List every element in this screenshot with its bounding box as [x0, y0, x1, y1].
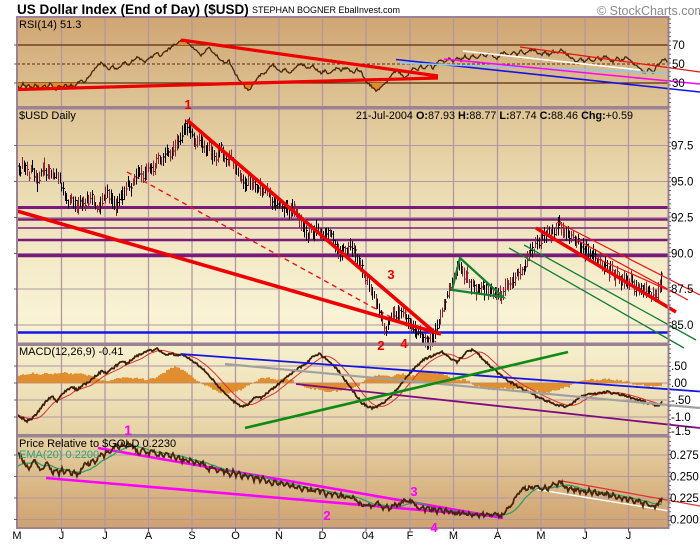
svg-text:92.5: 92.5	[671, 213, 693, 225]
svg-text:97.5: 97.5	[671, 141, 693, 153]
svg-text:3: 3	[410, 484, 417, 499]
svg-text:0.275: 0.275	[670, 450, 699, 462]
svg-text:J: J	[582, 530, 588, 542]
svg-text:-1.0: -1.0	[671, 412, 691, 424]
svg-text:0.225: 0.225	[670, 493, 699, 505]
svg-text:A: A	[494, 530, 502, 542]
svg-text:87.5: 87.5	[671, 284, 693, 296]
svg-text:30: 30	[672, 78, 685, 90]
svg-text:$USD Daily: $USD Daily	[19, 110, 76, 122]
svg-text:J: J	[102, 530, 108, 542]
svg-text:F: F	[407, 530, 414, 542]
svg-text:95.0: 95.0	[671, 177, 693, 189]
svg-text:50: 50	[672, 59, 685, 71]
svg-text:N: N	[275, 530, 283, 542]
svg-text:RSI(14) 51.3: RSI(14) 51.3	[19, 19, 81, 31]
svg-text:D: D	[319, 530, 327, 542]
svg-text:M: M	[12, 530, 21, 542]
svg-text:04: 04	[362, 530, 374, 542]
svg-text:M: M	[536, 530, 545, 542]
svg-text:0.250: 0.250	[670, 472, 699, 484]
svg-text:US Dollar Index (End of Day) (: US Dollar Index (End of Day) ($USD)	[17, 2, 249, 17]
svg-text:J: J	[626, 530, 632, 542]
svg-text:85.0: 85.0	[671, 320, 693, 332]
svg-text:J: J	[59, 530, 65, 542]
svg-text:90.0: 90.0	[671, 249, 693, 261]
svg-text:EMA(20) 0.2200: EMA(20) 0.2200	[19, 449, 99, 461]
svg-text:0.200: 0.200	[670, 515, 699, 527]
svg-text:.00: .00	[671, 378, 687, 390]
svg-text:70: 70	[672, 40, 685, 52]
svg-text:M: M	[449, 530, 458, 542]
svg-text:2: 2	[323, 508, 330, 523]
svg-text:S: S	[188, 530, 195, 542]
svg-text:1: 1	[124, 422, 132, 438]
svg-text:4: 4	[400, 336, 408, 351]
svg-text:2: 2	[377, 338, 384, 353]
svg-text:STEPHAN BOGNER EbalInvest.com: STEPHAN BOGNER EbalInvest.com	[252, 5, 400, 15]
svg-text:1: 1	[184, 97, 191, 112]
svg-text:-.50: -.50	[671, 395, 691, 407]
svg-text:MACD(12,26,9) -0.41: MACD(12,26,9) -0.41	[19, 346, 124, 358]
svg-text:Price Relative to $GOLD 0.223: Price Relative to $GOLD 0.2230	[19, 438, 176, 450]
svg-text:O: O	[231, 530, 240, 542]
svg-text:21-Jul-2004 O:87.93 H:88.77 L:: 21-Jul-2004 O:87.93 H:88.77 L:87.74 C:88…	[356, 110, 633, 122]
svg-text:4: 4	[430, 520, 438, 535]
svg-text:.50: .50	[671, 361, 687, 373]
svg-text:3: 3	[387, 267, 394, 282]
svg-text:© StockCharts.com: © StockCharts.com	[597, 4, 700, 18]
svg-text:A: A	[145, 530, 153, 542]
svg-text:-1.5: -1.5	[671, 426, 691, 438]
